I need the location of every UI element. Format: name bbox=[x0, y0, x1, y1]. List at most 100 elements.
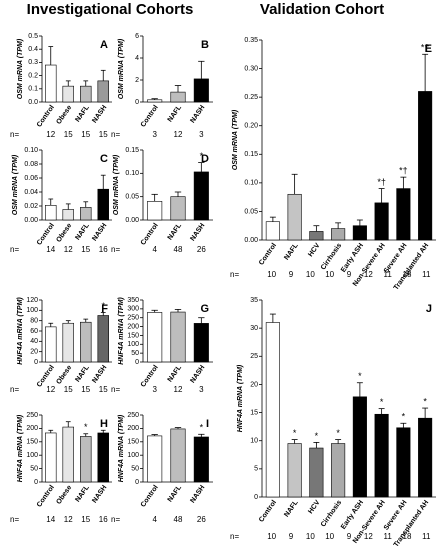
significance-label: * bbox=[358, 371, 362, 381]
n-value: 26 bbox=[197, 245, 206, 254]
y-tick-label: 20 bbox=[250, 381, 258, 388]
n-value: 48 bbox=[174, 515, 183, 524]
n-value: 14 bbox=[46, 515, 55, 524]
y-tick-label: 300 bbox=[127, 306, 139, 313]
significance-label: * bbox=[293, 428, 297, 438]
n-value: 16 bbox=[99, 515, 108, 524]
y-tick-label: 2 bbox=[135, 77, 139, 84]
x-tick-label: NAFL bbox=[167, 104, 184, 124]
y-tick-label: 150 bbox=[127, 439, 139, 446]
y-tick-label: 0.10 bbox=[125, 170, 139, 177]
y-tick-label: 0.4 bbox=[28, 46, 38, 53]
n-value: 12 bbox=[364, 270, 373, 279]
y-tick-label: 0.10 bbox=[24, 147, 38, 154]
bar bbox=[147, 99, 163, 103]
x-tick-label: NAFL bbox=[167, 484, 184, 504]
bar bbox=[170, 311, 186, 363]
bar bbox=[45, 64, 57, 103]
n-value: 10 bbox=[267, 532, 276, 541]
y-tick-label: 5 bbox=[254, 466, 258, 473]
y-tick-label: 150 bbox=[127, 332, 139, 339]
y-tick-label: 6 bbox=[135, 33, 139, 40]
x-tick-label: NASH bbox=[189, 222, 206, 242]
bar bbox=[80, 321, 92, 363]
significance-label: *† bbox=[399, 166, 408, 176]
y-axis-label: OSM mRNA (TPM) bbox=[17, 38, 24, 99]
n-value: 10 bbox=[306, 532, 315, 541]
n-value: 12 bbox=[64, 245, 73, 254]
x-tick-label: Control bbox=[36, 104, 56, 128]
y-tick-label: 60 bbox=[30, 328, 38, 335]
y-axis-label: HNF4A mRNA (TPM) bbox=[118, 414, 125, 482]
x-tick-label: Obese bbox=[55, 484, 73, 506]
x-tick-label: Control bbox=[36, 484, 56, 508]
n-value: 15 bbox=[81, 245, 90, 254]
bar bbox=[418, 91, 433, 241]
y-tick-label: 0.5 bbox=[28, 33, 38, 40]
y-tick-label: 0.00 bbox=[244, 237, 258, 244]
y-tick-label: 0.00 bbox=[125, 217, 139, 224]
significance-label: * bbox=[84, 422, 88, 432]
bar bbox=[147, 312, 163, 363]
x-tick-label: NASH bbox=[91, 222, 108, 242]
bar bbox=[80, 436, 92, 483]
x-tick-label: NAFL bbox=[74, 104, 91, 124]
x-tick-label: NAFL bbox=[74, 484, 91, 504]
n-value: 18 bbox=[403, 532, 412, 541]
bar bbox=[97, 315, 109, 363]
n-value: 12 bbox=[46, 130, 55, 139]
n-value: 4 bbox=[152, 245, 157, 254]
bar bbox=[193, 171, 209, 221]
panel-label: F bbox=[101, 303, 108, 315]
y-tick-label: 0.3 bbox=[28, 59, 38, 66]
y-tick-label: 20 bbox=[30, 349, 38, 356]
bar bbox=[331, 443, 346, 498]
n-value: 10 bbox=[306, 270, 315, 279]
bar bbox=[374, 202, 389, 241]
n-value: 16 bbox=[99, 245, 108, 254]
n-value: 12 bbox=[174, 385, 183, 394]
n-label: n= bbox=[10, 130, 19, 139]
significance-label: * bbox=[200, 151, 204, 161]
n-value: 3 bbox=[199, 130, 204, 139]
y-tick-label: 0.05 bbox=[125, 194, 139, 201]
n-label: n= bbox=[230, 270, 239, 279]
n-value: 3 bbox=[199, 385, 204, 394]
bar bbox=[193, 323, 209, 363]
x-tick-label: Control bbox=[140, 484, 160, 508]
y-tick-label: 250 bbox=[127, 412, 139, 419]
y-tick-label: 0.08 bbox=[24, 161, 38, 168]
x-tick-label: NAFL bbox=[167, 222, 184, 242]
n-label: n= bbox=[111, 515, 120, 524]
n-value: 26 bbox=[197, 515, 206, 524]
panel-label: H bbox=[100, 418, 108, 430]
n-value: 4 bbox=[152, 515, 157, 524]
y-tick-label: 0.05 bbox=[244, 208, 258, 215]
bar bbox=[80, 85, 92, 103]
bar bbox=[265, 322, 280, 498]
y-tick-label: 50 bbox=[30, 465, 38, 472]
bar bbox=[309, 447, 324, 498]
y-tick-label: 0.25 bbox=[244, 94, 258, 101]
y-axis-label: HNF4A mRNA (TPM) bbox=[118, 297, 125, 365]
heading: Investigational Cohorts bbox=[27, 1, 194, 18]
n-value: 3 bbox=[152, 130, 157, 139]
panel-label: J bbox=[426, 303, 432, 315]
y-tick-label: 250 bbox=[26, 412, 38, 419]
panel-label: D bbox=[201, 153, 209, 165]
y-tick-label: 25 bbox=[250, 353, 258, 360]
n-value: 12 bbox=[174, 130, 183, 139]
n-value: 15 bbox=[81, 385, 90, 394]
y-tick-label: 0.04 bbox=[24, 189, 38, 196]
panel-label: C bbox=[100, 153, 108, 165]
y-axis-label: HNF4A mRNA (TPM) bbox=[237, 364, 244, 432]
bar bbox=[170, 91, 186, 103]
n-value: 11 bbox=[384, 532, 393, 541]
y-axis-label: HNF4A mRNA (TPM) bbox=[17, 414, 24, 482]
n-label: n= bbox=[111, 245, 120, 254]
y-tick-label: 0.10 bbox=[244, 180, 258, 187]
x-tick-label: Control bbox=[258, 242, 278, 266]
y-tick-label: 0 bbox=[34, 479, 38, 486]
n-value: 9 bbox=[289, 270, 294, 279]
bar bbox=[170, 428, 186, 483]
